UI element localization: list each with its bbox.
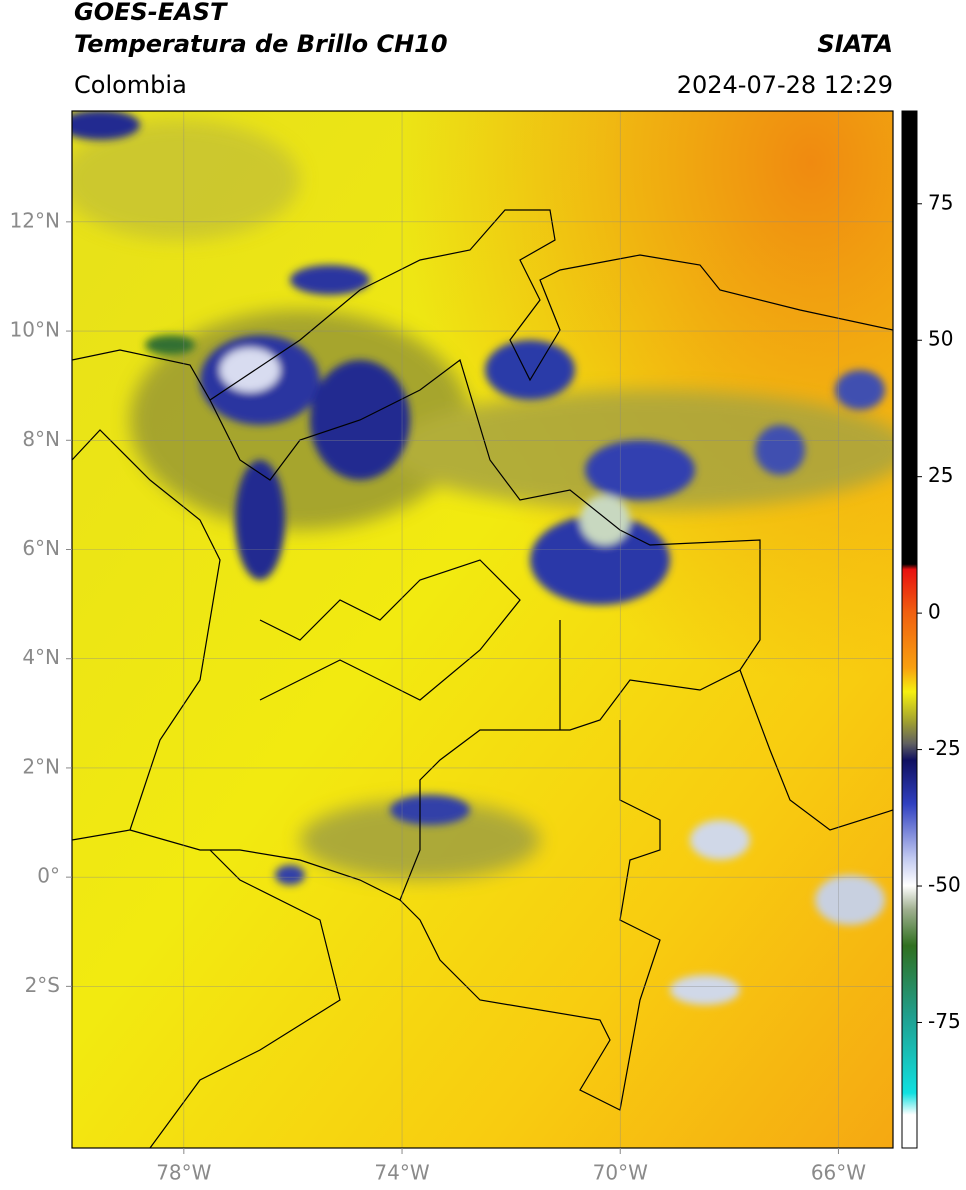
colorbar-tick-label: 0 — [928, 600, 941, 624]
y-tick-label: 4°N — [22, 645, 60, 669]
subtitle: Temperatura de Brillo CH10 — [74, 30, 448, 58]
y-tick-label: 0° — [37, 864, 60, 888]
satellite-image — [72, 111, 893, 1148]
y-tick-label: 6°N — [22, 536, 60, 560]
map-frame — [71, 110, 894, 1149]
x-tick-label: 74°W — [374, 1161, 429, 1185]
y-tick-label: 10°N — [10, 318, 60, 342]
title: GOES-EAST — [74, 0, 228, 26]
y-tick-label: 12°N — [10, 208, 60, 232]
colorbar-tick-label: 50 — [928, 327, 953, 351]
region: Colombia — [74, 71, 187, 99]
colorbar-tick-label: 75 — [928, 190, 953, 214]
colorbar — [901, 110, 918, 1149]
colorbar-tick-label: -75 — [928, 1009, 961, 1033]
source: SIATA — [817, 30, 893, 58]
colorbar-tick-label: -50 — [928, 873, 961, 897]
x-tick-label: 66°W — [811, 1161, 866, 1185]
x-tick-label: 78°W — [156, 1161, 211, 1185]
grid — [72, 111, 893, 1148]
colorbar-tick-label: 25 — [928, 463, 953, 487]
x-tick-label: 70°W — [593, 1161, 648, 1185]
y-tick-label: 8°N — [22, 427, 60, 451]
y-tick-label: 2°S — [25, 973, 60, 997]
colorbar-tick-label: -25 — [928, 736, 961, 760]
datetime: 2024-07-28 12:29 — [677, 71, 893, 99]
y-tick-label: 2°N — [22, 754, 60, 778]
